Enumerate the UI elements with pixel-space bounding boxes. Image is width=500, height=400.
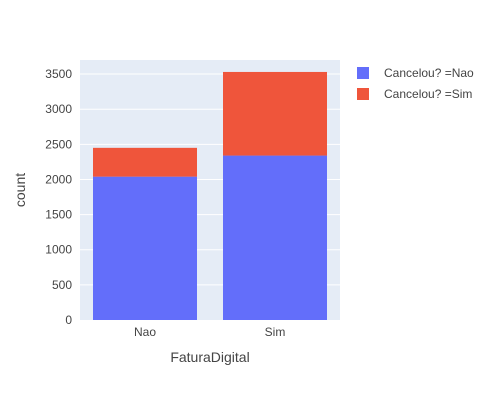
x-tick-label: Nao <box>134 325 156 339</box>
y-tick-label: 1500 <box>45 208 72 222</box>
y-axis-ticks: 0 500 1000 1500 2000 2500 3000 3500 <box>45 67 72 327</box>
legend-label[interactable]: Cancelou? =Nao <box>384 66 474 80</box>
bar-sim-series-1[interactable] <box>223 155 327 320</box>
bars <box>93 71 327 320</box>
legend-swatch[interactable] <box>357 88 369 100</box>
bar-nao-series-2[interactable] <box>93 147 197 177</box>
legend-swatch[interactable] <box>357 67 369 79</box>
x-tick-label: Sim <box>265 325 286 339</box>
y-tick-label: 1000 <box>45 243 72 257</box>
x-axis-title: FaturaDigital <box>170 349 249 365</box>
y-axis-title: count <box>12 173 28 207</box>
y-tick-label: 0 <box>65 313 72 327</box>
y-tick-label: 3500 <box>45 67 72 81</box>
y-tick-label: 500 <box>52 278 72 292</box>
y-tick-label: 3000 <box>45 102 72 116</box>
legend[interactable]: Cancelou? =Nao Cancelou? =Sim <box>357 66 474 101</box>
x-axis-ticks: Nao Sim <box>134 325 285 339</box>
y-tick-label: 2000 <box>45 172 72 186</box>
legend-label[interactable]: Cancelou? =Sim <box>384 87 472 101</box>
bar-nao-series-1[interactable] <box>93 176 197 320</box>
bar-sim-series-2[interactable] <box>223 71 327 156</box>
y-tick-label: 2500 <box>45 137 72 151</box>
